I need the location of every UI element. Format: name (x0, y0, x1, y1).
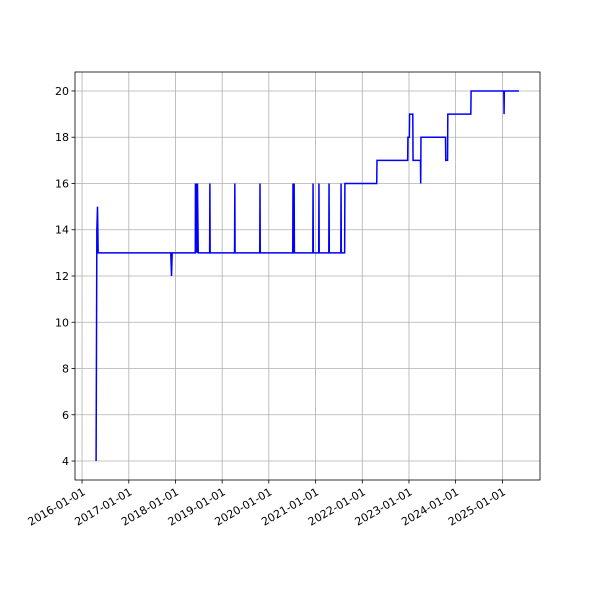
plot-frame (74, 71, 541, 481)
y-tick-label: 12 (55, 270, 69, 283)
y-tick-label: 20 (55, 85, 69, 98)
data-line (95, 90, 519, 462)
y-tick-label: 6 (62, 409, 69, 422)
y-tick-label: 8 (62, 363, 69, 376)
y-tick-label: 4 (62, 455, 69, 468)
y-tick-label: 10 (55, 316, 69, 329)
y-tick-label: 16 (55, 177, 69, 190)
y-tick-label: 18 (55, 131, 69, 144)
y-tick-label: 14 (55, 224, 69, 237)
